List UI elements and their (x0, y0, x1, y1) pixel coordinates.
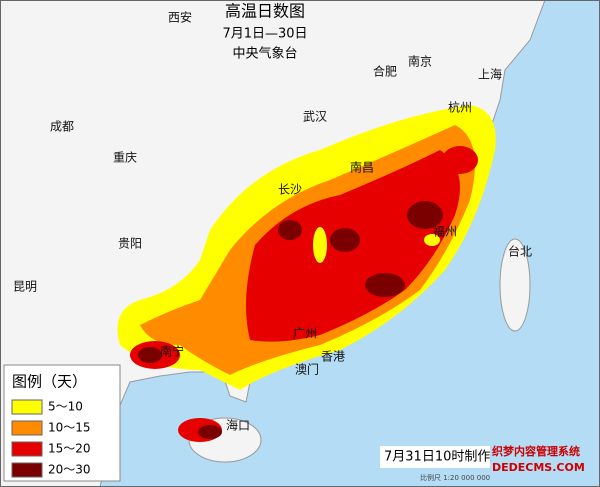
city-label: 澳门 (295, 362, 319, 377)
city-label: 台北 (508, 244, 532, 259)
city-label: 广州 (293, 327, 317, 341)
legend-swatch (11, 420, 43, 436)
city-label: 合肥 (373, 64, 397, 79)
legend-label: 5～10 (48, 400, 83, 414)
city-label: 武汉 (303, 110, 327, 124)
city-label: 昆明 (13, 280, 37, 294)
period: 7月1日—30日 (222, 27, 307, 42)
scale: 比例尺 1:20 000 000 (420, 473, 490, 482)
watermark: 织梦内容管理系统 (492, 444, 580, 458)
city-label: 香港 (321, 350, 345, 364)
legend-label: 15～20 (48, 442, 91, 456)
city-label: 重庆 (113, 151, 137, 165)
footer-box (380, 446, 490, 468)
made-time: 7月31日10时制作 (384, 450, 490, 465)
watermark: DEDECMS.COM (492, 461, 585, 474)
city-label: 上海 (478, 67, 502, 82)
legend-swatch (11, 441, 43, 457)
legend-swatch (11, 399, 43, 415)
city-label: 福州 (433, 224, 457, 239)
legend-swatch (11, 462, 43, 478)
agency: 中央气象台 (232, 46, 297, 62)
title: 高温日数图 (225, 2, 305, 21)
city-label: 海口 (226, 418, 250, 433)
city-label: 成都 (50, 120, 74, 134)
city-label: 杭州 (448, 100, 472, 115)
city-label: 南宁 (160, 344, 184, 359)
city-label: 南昌 (350, 160, 374, 175)
legend-label: 10～15 (48, 421, 91, 435)
city-label: 长沙 (278, 183, 302, 197)
city-label: 西安 (168, 10, 192, 25)
legend-label: 20～30 (48, 463, 91, 477)
legend-title: 图例（天） (12, 373, 87, 391)
taiwan (499, 238, 531, 332)
city-label: 南京 (408, 54, 432, 69)
heat-zones (117, 105, 496, 442)
city-label: 贵阳 (118, 237, 142, 251)
